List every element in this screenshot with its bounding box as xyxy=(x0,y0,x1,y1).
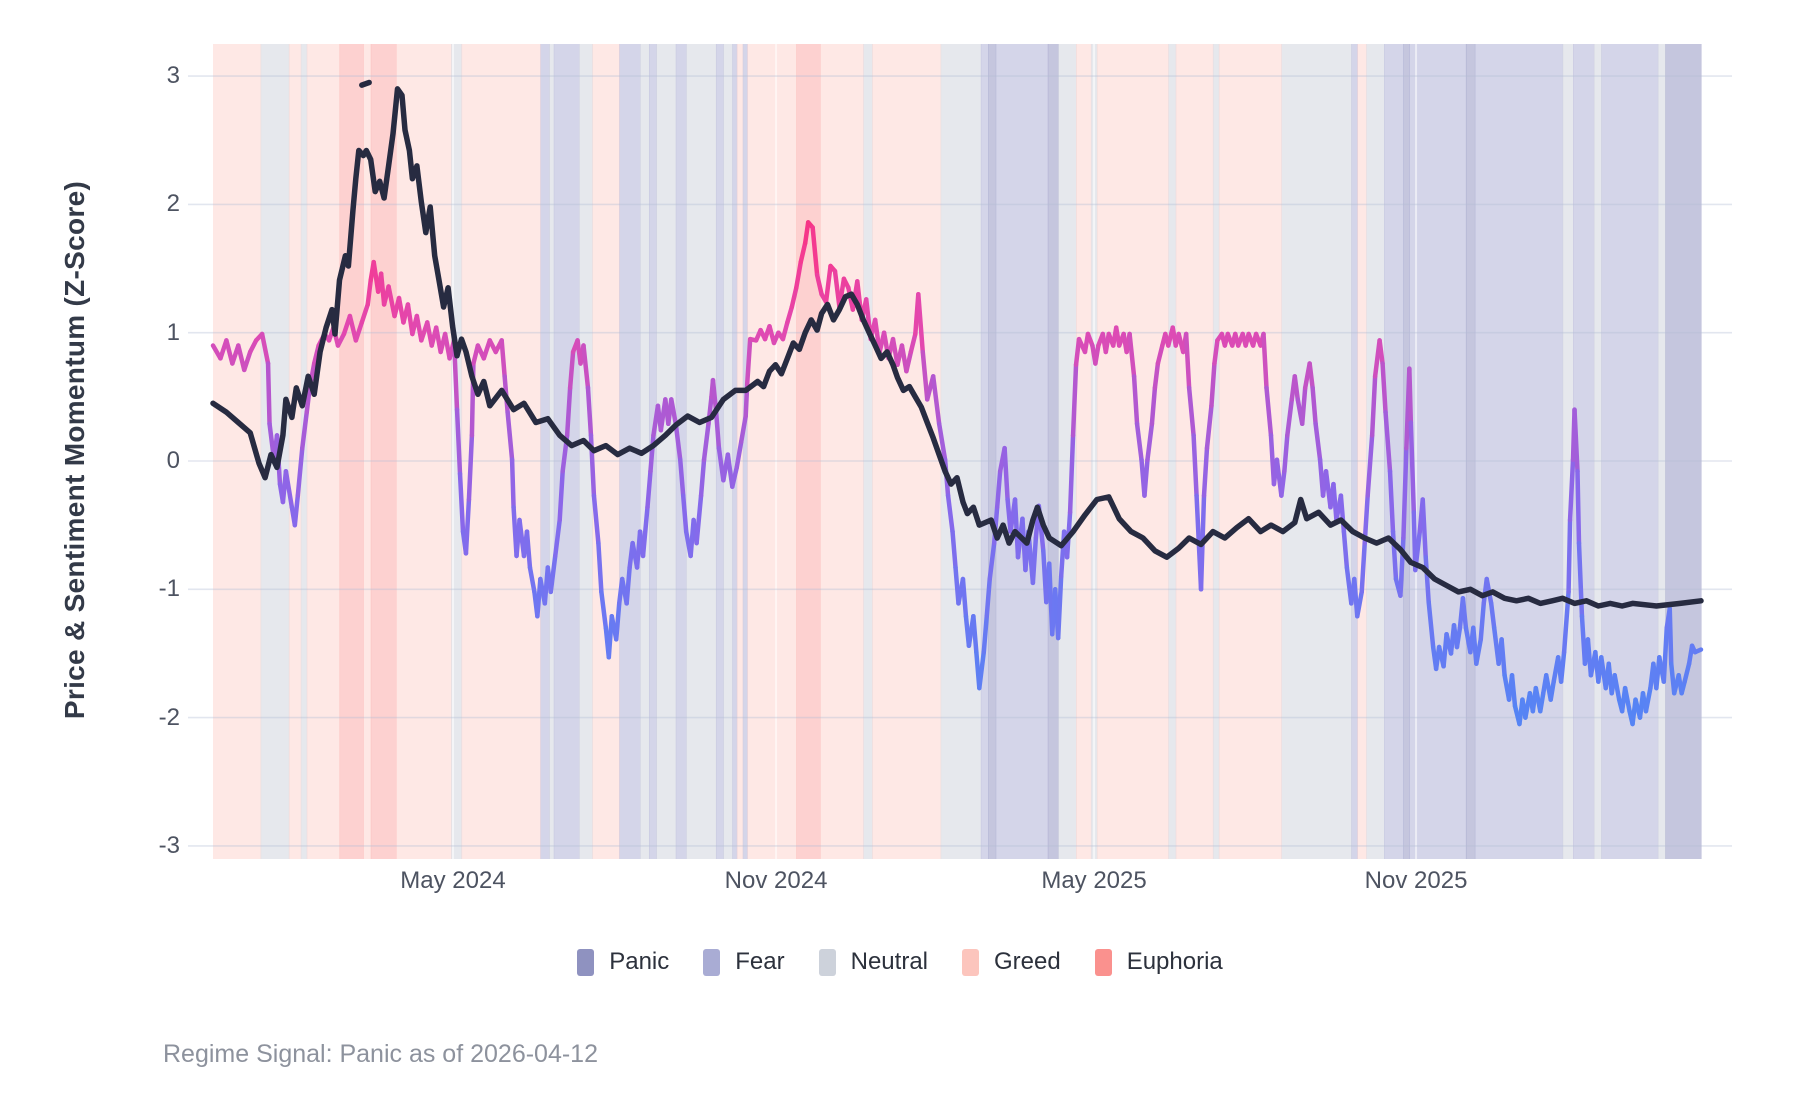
legend-label: Neutral xyxy=(850,948,928,975)
regime-band-panic xyxy=(1465,44,1476,859)
y-tick-label: -1 xyxy=(158,575,180,603)
regime-band-fear xyxy=(1351,44,1358,859)
regime-band-greed xyxy=(1076,44,1092,859)
y-axis-title: Price & Sentiment Momentum (Z-Score) xyxy=(59,180,90,720)
legend-label: Panic xyxy=(609,948,670,975)
regime-band-neutral xyxy=(863,44,873,859)
regime-band-euphoria xyxy=(339,44,364,859)
regime-band-fear xyxy=(1409,44,1467,859)
legend-item-fear[interactable]: Fear xyxy=(703,948,785,976)
y-tick-label: 2 xyxy=(166,190,180,218)
regime-caption: Regime Signal: Panic as of 2026-04-12 xyxy=(163,1040,598,1068)
regime-band-panic xyxy=(988,44,997,859)
y-tick-label: -2 xyxy=(158,703,180,731)
regime-band-fear xyxy=(1474,44,1564,859)
regime-band-neutral xyxy=(451,44,463,859)
legend-swatch-greed xyxy=(962,948,979,976)
regime-band-neutral xyxy=(1593,44,1602,859)
legend-swatch-neutral xyxy=(818,948,836,976)
regime-band-neutral xyxy=(1168,44,1177,859)
price-momentum-peak-dash xyxy=(359,79,372,88)
regime-band-greed xyxy=(1096,44,1169,859)
regime-band-euphoria xyxy=(796,44,821,859)
legend-label: Fear xyxy=(735,948,785,975)
regime-band-neutral xyxy=(1058,44,1077,859)
legend-item-greed[interactable]: Greed xyxy=(962,948,1061,976)
regime-band-greed xyxy=(306,44,341,859)
regime-band-greed xyxy=(288,44,302,859)
regime-band-fear xyxy=(540,44,550,859)
regime-band-neutral xyxy=(656,44,677,859)
legend-item-euphoria[interactable]: Euphoria xyxy=(1094,948,1223,976)
regime-band-greed xyxy=(461,44,541,859)
y-tick-label: 0 xyxy=(166,447,180,474)
regime-band-greed xyxy=(363,44,372,859)
regime-band-neutral xyxy=(579,44,594,859)
regime-band-fear xyxy=(980,44,989,859)
regime-band-panic xyxy=(1665,44,1702,859)
regime-band-neutral xyxy=(1657,44,1666,859)
x-tick-label: Nov 2024 xyxy=(724,867,828,894)
regime-band-neutral xyxy=(549,44,555,859)
legend-label: Greed xyxy=(994,948,1061,975)
regime-band-panic xyxy=(1047,44,1059,859)
regime-band-euphoria xyxy=(370,44,397,859)
regime-band-fear xyxy=(1601,44,1659,859)
regime-band-greed xyxy=(820,44,864,859)
regime-band-greed xyxy=(1357,44,1367,859)
regime-band-neutral xyxy=(723,44,733,859)
regime-band-fear xyxy=(742,44,748,859)
x-tick-label: Nov 2025 xyxy=(1364,867,1468,894)
legend: Panic Fear Neutral Greed Euphoria xyxy=(0,948,1800,976)
regime-band-greed xyxy=(872,44,942,859)
x-tick-label: May 2024 xyxy=(400,867,506,894)
y-tick-label: 1 xyxy=(166,318,180,346)
sentiment-momentum-line xyxy=(210,220,1704,727)
legend-item-neutral[interactable]: Neutral xyxy=(818,948,928,976)
regime-band-greed xyxy=(747,44,797,859)
y-tick-label: 3 xyxy=(166,62,180,90)
legend-swatch-fear xyxy=(703,948,721,976)
regime-band-neutral xyxy=(1212,44,1220,859)
regime-band-fear xyxy=(1384,44,1404,859)
regime-band-neutral xyxy=(1281,44,1352,859)
regime-band-neutral xyxy=(1562,44,1574,859)
regime-band-neutral xyxy=(940,44,982,859)
regime-band-neutral xyxy=(686,44,717,859)
y-tick-label: -3 xyxy=(158,831,180,859)
price-momentum-line xyxy=(210,86,1704,609)
regime-band-fear xyxy=(732,44,738,859)
legend-item-panic[interactable]: Panic xyxy=(577,948,669,976)
regime-band-neutral xyxy=(1366,44,1385,859)
legend-swatch-euphoria xyxy=(1094,948,1112,976)
legend-swatch-panic xyxy=(577,948,595,976)
regime-band-greed xyxy=(396,44,452,859)
regime-band-fear xyxy=(619,44,641,859)
legend-label: Euphoria xyxy=(1126,948,1223,975)
x-tick-label: May 2025 xyxy=(1041,867,1147,894)
